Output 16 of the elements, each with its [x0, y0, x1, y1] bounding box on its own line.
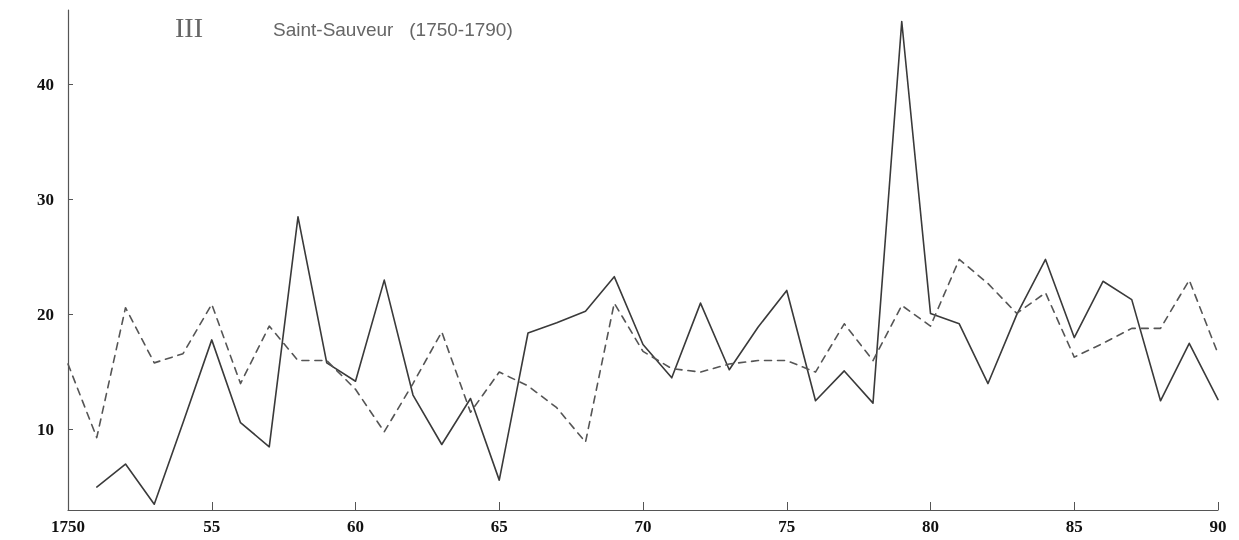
- x-tick-label: 85: [1065, 517, 1083, 536]
- x-tick-label: 1750: [51, 517, 85, 536]
- x-tick-label: 75: [778, 517, 796, 536]
- chart-title: III: [175, 11, 203, 43]
- x-tick-label: 70: [634, 517, 652, 536]
- x-tick-label: 65: [490, 517, 508, 536]
- x-tick-label: 90: [1209, 517, 1227, 536]
- y-tick-label: 40: [37, 75, 54, 95]
- line-series: [95, 20, 1219, 506]
- x-tick-label: 80: [922, 517, 939, 536]
- y-tick-label: 10: [37, 420, 54, 440]
- y-tick-label: 30: [37, 190, 54, 210]
- x-tick-label: 60: [347, 517, 364, 536]
- y-tick-label: 20: [37, 305, 54, 325]
- x-tick-label: 55: [203, 517, 221, 536]
- text: Saint-Sauveur (1750-1790): [273, 19, 513, 40]
